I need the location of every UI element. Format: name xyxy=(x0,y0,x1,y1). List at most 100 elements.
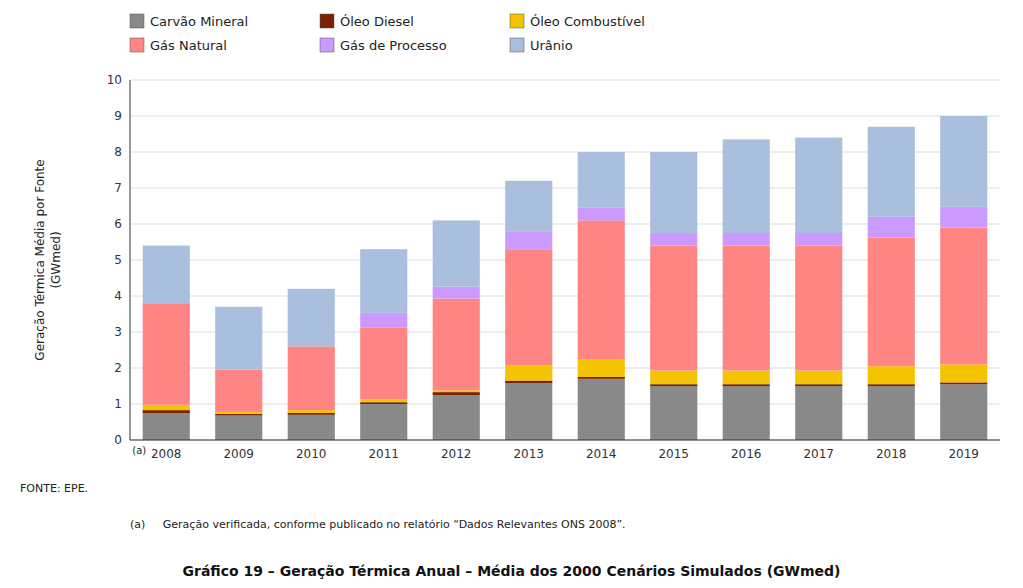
legend-swatch xyxy=(510,14,524,28)
bar-segment xyxy=(288,410,335,413)
bar-segment xyxy=(940,384,987,440)
bar-segment xyxy=(578,377,625,379)
bar-segment xyxy=(505,181,552,231)
y-tick-label: 0 xyxy=(114,433,122,447)
bar-segment xyxy=(143,246,190,304)
y-tick-label: 3 xyxy=(114,325,122,339)
bar-segment xyxy=(433,220,480,286)
bar-segment xyxy=(723,371,770,385)
legend-swatch xyxy=(320,14,334,28)
y-axis-label-line: Geração Térmica Média por Fonte xyxy=(33,159,47,360)
legend-swatch xyxy=(510,38,524,52)
bar-segment xyxy=(795,138,842,233)
x-tick-label: 2017 xyxy=(803,447,834,461)
legend-label: Urânio xyxy=(530,38,573,53)
bar-segment xyxy=(505,365,552,380)
legend-label: Óleo Combustível xyxy=(530,14,645,29)
y-tick-label: 10 xyxy=(107,73,122,87)
bar-segment xyxy=(578,220,625,359)
bar-segment xyxy=(940,116,987,207)
x-tick-label: 2018 xyxy=(876,447,907,461)
y-tick-label: 7 xyxy=(114,181,122,195)
bar-segment xyxy=(360,399,407,402)
x-tick-label: 2019 xyxy=(948,447,979,461)
bar-segment xyxy=(433,390,480,392)
bar-segment xyxy=(215,370,262,412)
footnote: (a) Geração verificada, conforme publica… xyxy=(130,518,626,531)
y-tick-label: 4 xyxy=(114,289,122,303)
bar-segment xyxy=(360,404,407,440)
bar-segment xyxy=(650,233,697,246)
bar-segment xyxy=(143,405,190,410)
x-tick-label: 2011 xyxy=(368,447,399,461)
y-tick-label: 5 xyxy=(114,253,122,267)
bar-segment xyxy=(505,249,552,365)
bar-segment xyxy=(360,249,407,313)
y-axis-label: Geração Térmica Média por Fonte(GWmed) xyxy=(33,159,63,360)
bar-segment xyxy=(215,307,262,370)
bar-segment xyxy=(868,386,915,440)
chart: 0123456789102008200920102011201220132014… xyxy=(0,0,1023,588)
x-tick-label: 2012 xyxy=(441,447,472,461)
bar-segment xyxy=(433,287,480,299)
bar-segment xyxy=(578,379,625,440)
bar-segment xyxy=(215,416,262,440)
legend-label: Gás Natural xyxy=(150,38,227,53)
bar-segment xyxy=(940,364,987,382)
bar-segment xyxy=(650,246,697,371)
bar-segment xyxy=(288,346,335,410)
bar-segment xyxy=(795,386,842,440)
bar-segment xyxy=(940,207,987,228)
legend-swatch xyxy=(320,38,334,52)
bar-segment xyxy=(868,238,915,367)
bar-segment xyxy=(723,386,770,440)
bar-segment xyxy=(795,384,842,386)
bar-segment xyxy=(288,289,335,347)
bar-segment xyxy=(505,381,552,384)
bar-segment xyxy=(723,139,770,233)
bar-segment xyxy=(360,327,407,399)
y-tick-label: 9 xyxy=(114,109,122,123)
bar-segment xyxy=(433,299,480,391)
bar-segment xyxy=(723,384,770,386)
bar-segment xyxy=(868,127,915,217)
bar-segment xyxy=(360,402,407,404)
x-tick-label: 2014 xyxy=(586,447,617,461)
bar-segment xyxy=(143,413,190,440)
bar-segment xyxy=(433,392,480,395)
bar-segment xyxy=(433,395,480,440)
grid-line xyxy=(130,116,1000,117)
bar-segment xyxy=(288,415,335,440)
bar-segment xyxy=(578,208,625,221)
x-tick-label: 2008 xyxy=(151,447,182,461)
title: Gráfico 19 – Geração Térmica Anual – Méd… xyxy=(182,563,840,579)
bar-segment xyxy=(940,228,987,365)
bar-segment xyxy=(650,371,697,385)
bar-segment xyxy=(795,233,842,246)
bar-segment xyxy=(578,152,625,208)
x-axis xyxy=(130,440,1000,441)
legend-label: Carvão Mineral xyxy=(150,14,248,29)
bars xyxy=(143,116,988,440)
bar-segment xyxy=(505,231,552,249)
legend-label: Gás de Processo xyxy=(340,38,447,53)
y-tick-label: 6 xyxy=(114,217,122,231)
bar-segment xyxy=(795,246,842,371)
bar-segment xyxy=(215,414,262,416)
grid-line xyxy=(130,440,1000,441)
grid-line xyxy=(130,80,1000,81)
x-tick-label: 2016 xyxy=(731,447,762,461)
bar-segment xyxy=(143,303,190,405)
x-tick-label: 2015 xyxy=(658,447,689,461)
legend-swatch xyxy=(130,14,144,28)
y-axis xyxy=(130,80,131,440)
x-tick-label: 2013 xyxy=(513,447,544,461)
source-note: FONTE: EPE. xyxy=(20,482,88,495)
bar-segment xyxy=(795,371,842,385)
bar-segment xyxy=(723,246,770,371)
legend-label: Óleo Diesel xyxy=(340,14,414,29)
bar-segment xyxy=(868,366,915,384)
bar-segment xyxy=(505,383,552,440)
x-tick-label: 2010 xyxy=(296,447,327,461)
y-tick-label: 8 xyxy=(114,145,122,159)
